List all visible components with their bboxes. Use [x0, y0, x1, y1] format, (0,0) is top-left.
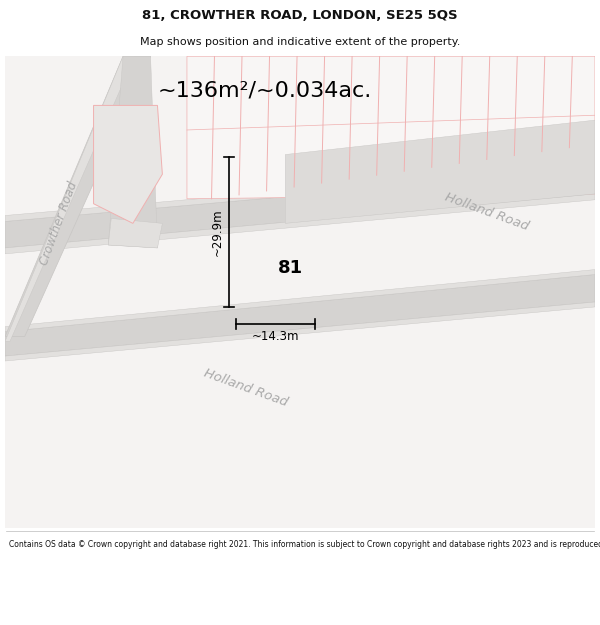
Text: Map shows position and indicative extent of the property.: Map shows position and indicative extent…	[140, 38, 460, 47]
Polygon shape	[5, 194, 595, 254]
Text: 81, CROWTHER ROAD, LONDON, SE25 5QS: 81, CROWTHER ROAD, LONDON, SE25 5QS	[142, 9, 458, 22]
Polygon shape	[5, 269, 595, 331]
Text: Contains OS data © Crown copyright and database right 2021. This information is : Contains OS data © Crown copyright and d…	[9, 540, 600, 549]
Text: Holland Road: Holland Road	[443, 191, 530, 232]
Text: 81: 81	[278, 259, 303, 277]
Text: Crowther Road: Crowther Road	[38, 180, 80, 267]
Text: ~29.9m: ~29.9m	[211, 208, 224, 256]
Polygon shape	[5, 169, 595, 248]
Polygon shape	[5, 56, 151, 336]
Polygon shape	[285, 120, 595, 223]
Polygon shape	[5, 56, 135, 341]
Polygon shape	[94, 106, 163, 223]
Polygon shape	[5, 164, 595, 221]
Text: Holland Road: Holland Road	[202, 366, 290, 409]
Polygon shape	[5, 274, 595, 356]
Polygon shape	[187, 56, 595, 199]
Text: ~136m²/~0.034ac.: ~136m²/~0.034ac.	[157, 81, 372, 101]
Polygon shape	[109, 219, 163, 248]
Polygon shape	[5, 302, 595, 361]
Polygon shape	[109, 56, 157, 248]
Text: ~14.3m: ~14.3m	[251, 330, 299, 343]
